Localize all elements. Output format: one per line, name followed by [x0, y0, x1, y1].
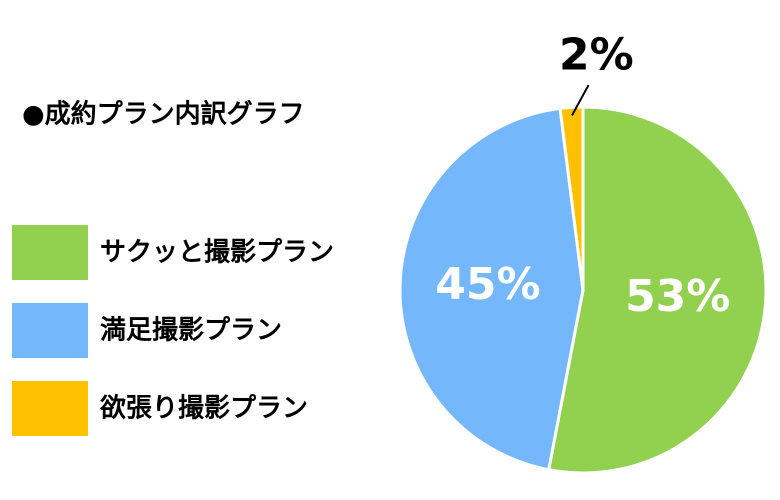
legend-swatch: [12, 225, 88, 280]
legend-label: 満足撮影プラン: [100, 316, 282, 346]
value-label: 45%: [435, 259, 540, 310]
pie-slice: [558, 105, 585, 291]
pie-slice: [546, 105, 768, 475]
legend-label: 欲張り撮影プラン: [99, 394, 308, 424]
value-label: 53%: [625, 271, 730, 322]
legend-swatch: [12, 381, 88, 436]
chart-title: ●成約プラン内訳グラフ: [22, 99, 305, 130]
leader-line: [571, 84, 590, 116]
value-label: 2%: [559, 29, 634, 80]
legend-label: サクッと撮影プラン: [100, 238, 334, 268]
pie-slice: [398, 106, 585, 472]
pie: 53% 45% 2%: [398, 29, 768, 475]
legend-swatch: [12, 303, 88, 358]
